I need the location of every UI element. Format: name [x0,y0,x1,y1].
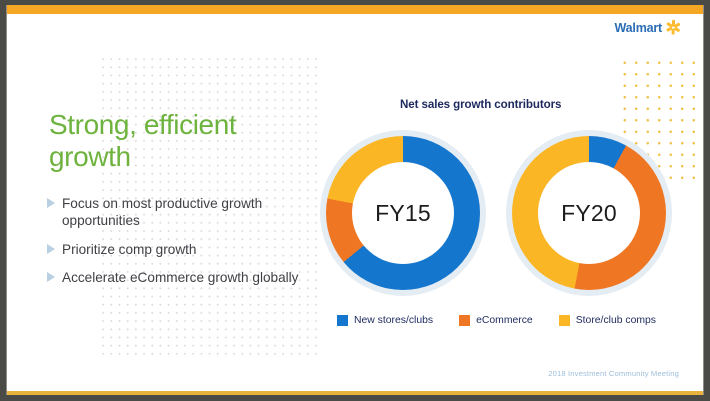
donut-center-label: FY15 [375,199,431,226]
chart-legend: New stores/clubs eCommerce Store/club co… [337,315,656,326]
donut-chart-fy15: FY15 [320,130,486,296]
triangle-bullet-icon [47,243,55,254]
donut-chart-fy20: FY20 [506,130,672,296]
bottom-accent-bar [7,391,703,395]
bullet-text: Prioritize comp growth [62,241,197,257]
donut-center: FY15 [352,162,454,264]
legend-swatch [337,315,348,326]
slide-footer: 2018 Investment Community Meeting [548,369,679,378]
donut-center: FY20 [538,162,640,264]
legend-item-store-club-comps: Store/club comps [558,315,656,326]
triangle-bullet-icon [47,198,55,208]
list-item: Prioritize comp growth [47,241,309,258]
triangle-bullet-icon [47,272,55,283]
gray-dot-pattern [99,55,319,360]
list-item: Focus on most productive growth opportun… [47,195,309,230]
legend-item-ecommerce: eCommerce [459,315,533,326]
legend-swatch [459,315,471,326]
legend-swatch [558,315,570,326]
page-title: Strong, efficient growth [49,109,237,172]
list-item: Accelerate eCommerce growth globally [47,269,309,286]
chart-title: Net sales growth contributors [400,98,562,111]
bullet-list: Focus on most productive growth opportun… [47,195,309,298]
legend-label: Store/club comps [575,315,656,326]
top-accent-bar [7,5,703,14]
legend-item-new-stores-clubs: New stores/clubs [337,315,433,326]
donut-center-label: FY20 [561,199,617,226]
legend-label: eCommerce [476,315,533,326]
walmart-spark-icon [666,20,681,35]
presentation-slide: Walmart Strong, efficient growth Focus o… [6,5,704,395]
walmart-logo: Walmart [615,20,681,35]
bullet-text: Focus on most productive growth opportun… [62,196,263,229]
walmart-logo-text: Walmart [614,20,663,35]
bullet-text: Accelerate eCommerce growth globally [62,270,299,286]
donut-chart-group: FY15 FY20 [320,130,672,298]
legend-label: New stores/clubs [354,315,434,326]
